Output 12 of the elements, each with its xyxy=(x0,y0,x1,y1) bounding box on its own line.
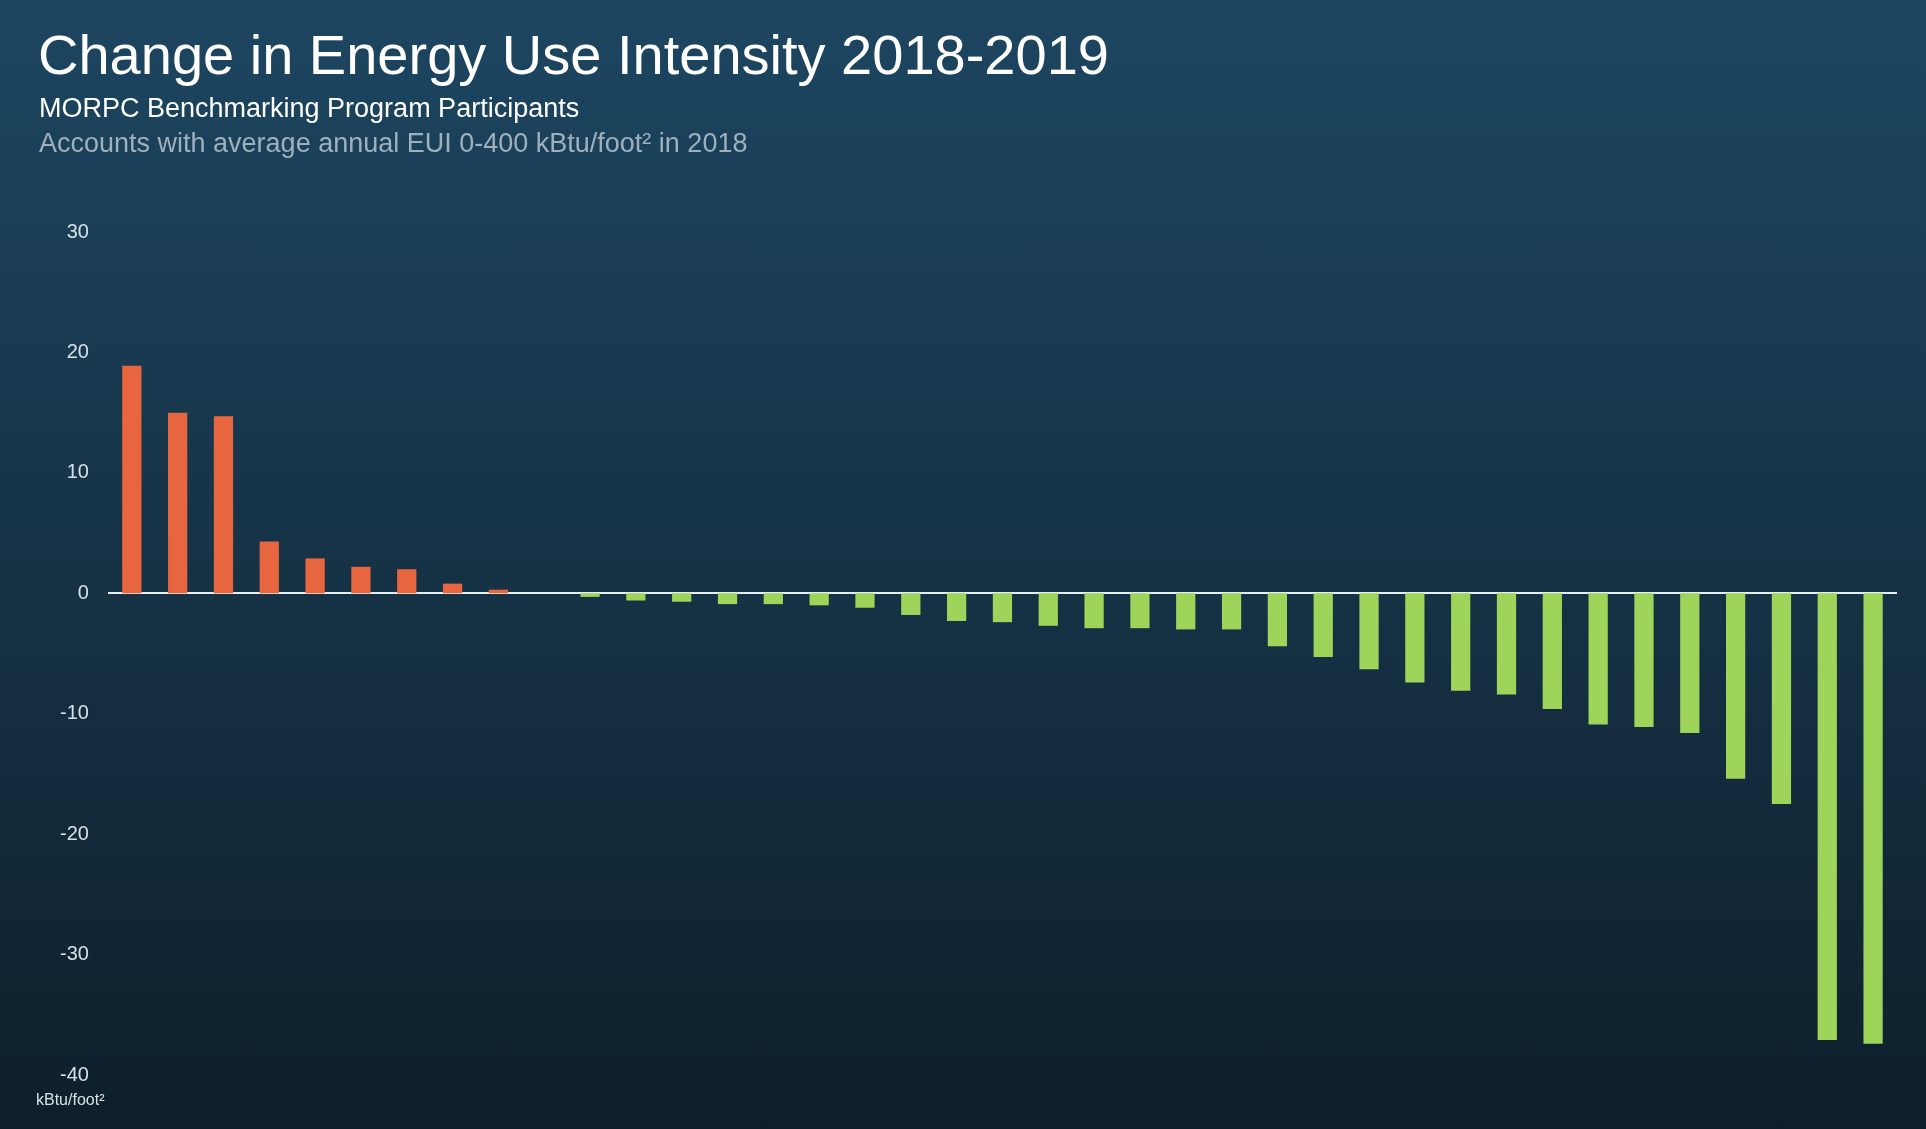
chart-title: Change in Energy Use Intensity 2018-2019 xyxy=(38,22,1109,87)
text: Accounts with average annual EUI 0-400 kBtu/foot² in 2018 xyxy=(39,128,748,159)
y-tick-label: 20 xyxy=(66,339,89,362)
y-axis-title: kBtu/foot² xyxy=(36,1091,105,1109)
chart-subtitle: MORPC Benchmarking Program Participants xyxy=(39,93,580,124)
y-tick-label: 0 xyxy=(77,580,89,603)
y-tick-label: -30 xyxy=(60,942,89,965)
y-tick-label: -10 xyxy=(60,701,89,724)
y-tick-label: -40 xyxy=(60,1062,89,1085)
y-tick-label: -20 xyxy=(60,821,89,844)
y-tick-label: 10 xyxy=(66,460,89,483)
y-tick-label: 30 xyxy=(66,219,89,242)
